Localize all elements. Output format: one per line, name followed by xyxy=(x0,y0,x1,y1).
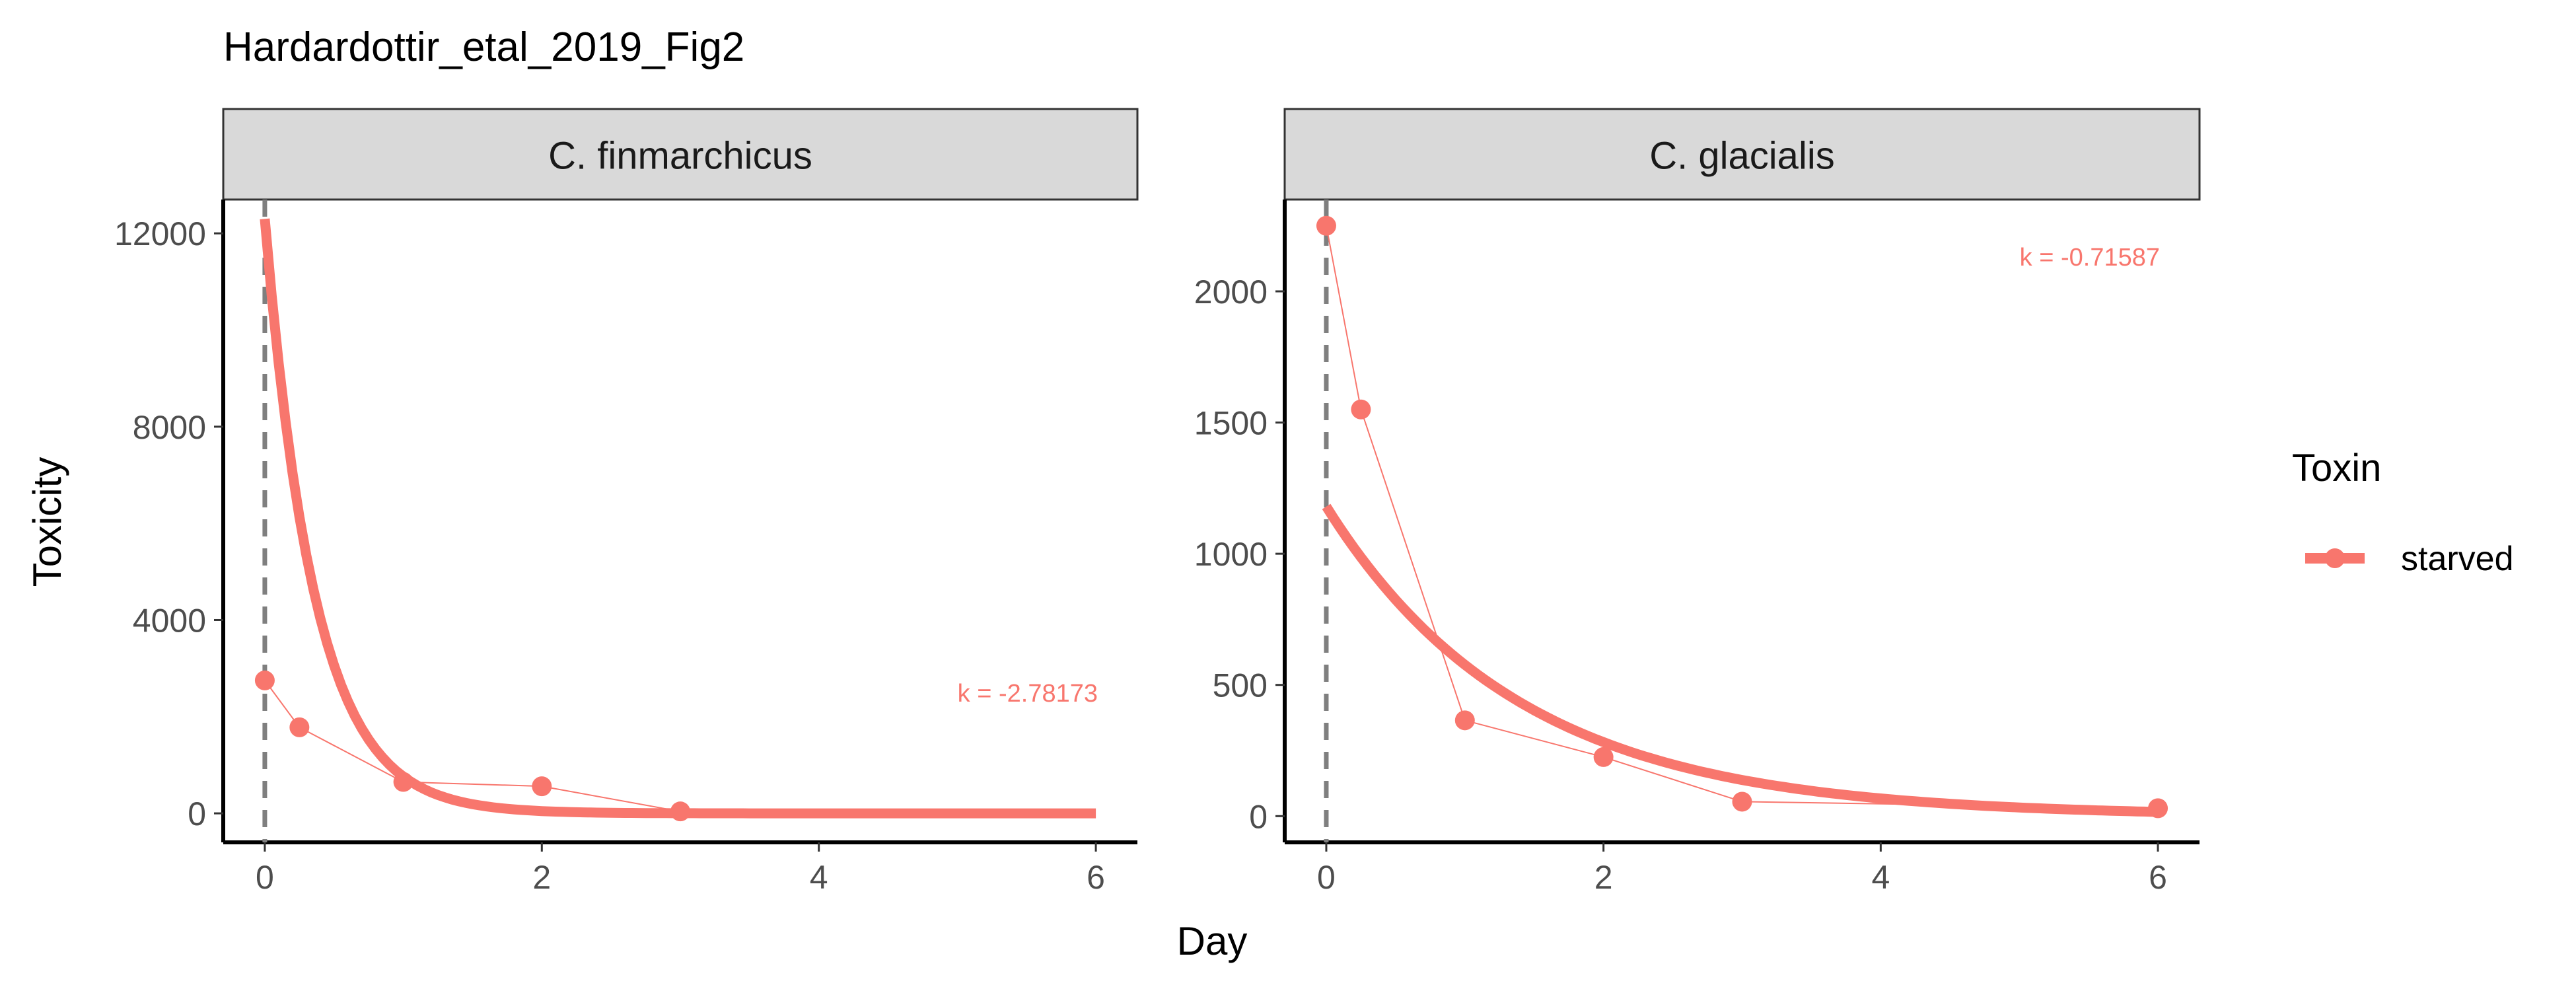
y-axis-label: Toxicity xyxy=(25,457,69,587)
fit-curve xyxy=(1322,503,2159,817)
panel-strip-label: C. finmarchicus xyxy=(548,135,812,178)
y-tick-label: 0 xyxy=(188,795,206,832)
data-point xyxy=(1316,215,1336,236)
data-point xyxy=(289,717,310,737)
y-tick-label: 4000 xyxy=(133,602,206,639)
y-tick-label: 2000 xyxy=(1194,274,1268,311)
legend-title: Toxin xyxy=(2292,447,2381,490)
panel-c-glacialis: C. glacialis 0 500 1000 1500 2000 0 2 4 6 k = -0.7… xyxy=(1194,108,2201,896)
chart-title: Hardardottir_etal_2019_Fig2 xyxy=(223,24,744,70)
data-point xyxy=(254,670,275,690)
y-tick-label: 1500 xyxy=(1194,405,1268,442)
panel-strip xyxy=(222,108,1139,201)
x-tick-label: 2 xyxy=(1594,859,1613,896)
data-point xyxy=(1454,710,1475,731)
y-tick-label: 0 xyxy=(1249,798,1268,835)
y-tick-label: 8000 xyxy=(133,409,206,446)
panel-c-finmarchicus: C. finmarchicus 0 4000 8000 12000 0 2 4 6 k = -2.… xyxy=(114,108,1139,896)
y-tick-label: 1000 xyxy=(1194,536,1268,573)
data-point xyxy=(670,801,690,822)
x-tick-label: 4 xyxy=(810,859,828,896)
data-point xyxy=(1351,399,1371,420)
x-tick-label: 4 xyxy=(1871,859,1890,896)
x-tick-label: 0 xyxy=(1317,859,1336,896)
fit-curve xyxy=(260,218,1096,819)
y-tick-label: 12000 xyxy=(114,215,206,252)
x-tick-label: 0 xyxy=(256,859,274,896)
panel-strip xyxy=(1283,108,2201,201)
data-point xyxy=(393,772,413,792)
data-point xyxy=(2148,798,2168,819)
x-axis-label: Day xyxy=(1177,919,1248,963)
k-annotation: k = -0.71587 xyxy=(2020,244,2160,272)
y-tick-label: 500 xyxy=(1213,667,1268,704)
x-tick-label: 2 xyxy=(532,859,551,896)
panel-strip-label: C. glacialis xyxy=(1649,135,1834,178)
data-point xyxy=(532,776,552,797)
legend-entry-starved: starved xyxy=(2401,540,2514,578)
data-point xyxy=(1593,747,1614,767)
legend-key-point xyxy=(2325,548,2345,568)
x-tick-label: 6 xyxy=(2149,859,2167,896)
legend: Toxin starved xyxy=(2292,447,2514,578)
x-tick-label: 6 xyxy=(1087,859,1105,896)
observed-line xyxy=(264,680,681,813)
observed-line xyxy=(1326,225,2159,809)
data-point xyxy=(1732,791,1752,812)
k-annotation: k = -2.78173 xyxy=(958,680,1098,708)
